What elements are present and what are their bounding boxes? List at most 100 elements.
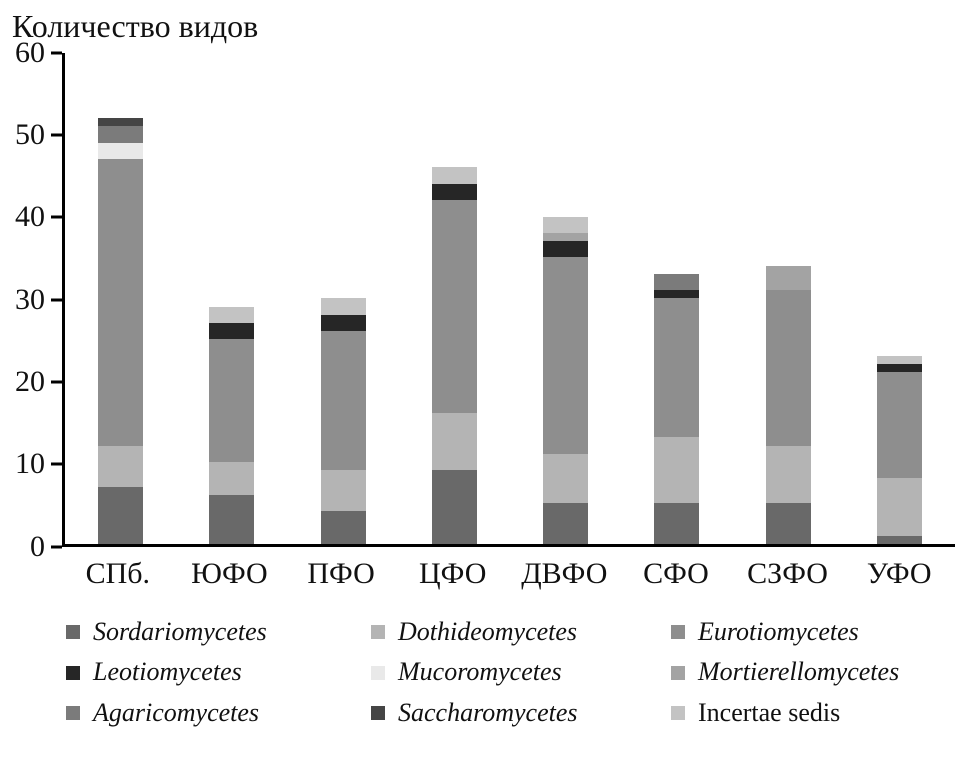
x-axis-label: УФО xyxy=(866,556,932,590)
legend-label: Sordariomycetes xyxy=(93,616,267,646)
bar-segment-eurotiomycetes xyxy=(209,339,255,462)
bar-segment-agaricomycetes xyxy=(654,273,700,291)
stacked-bar xyxy=(654,53,700,544)
bar-segment-mucoromycetes xyxy=(98,142,144,160)
bar-segment-sordariomycetes xyxy=(320,511,366,544)
legend-swatch-icon xyxy=(371,625,385,640)
bar-segment-incertae-sedis xyxy=(320,298,366,315)
bar-segment-sordariomycetes xyxy=(543,502,589,544)
bar-segment-incertae-sedis xyxy=(543,216,589,233)
stacked-bar xyxy=(431,53,477,544)
legend-label: Mortierellomycetes xyxy=(698,657,900,687)
y-axis: 0 10 20 30 40 50 60 xyxy=(4,37,62,561)
bar-segment-sordariomycetes xyxy=(654,502,700,544)
bar-segment-dothideomycetes xyxy=(543,453,589,503)
bar-segment-leotiomycetes xyxy=(209,322,255,340)
stacked-bar xyxy=(765,53,811,544)
y-tick-mark xyxy=(51,545,62,549)
legend-item: Dothideomycetes xyxy=(371,616,671,647)
y-tick-label: 60 xyxy=(15,35,45,69)
bar-segment-eurotiomycetes xyxy=(876,371,922,479)
bar-segment-eurotiomycetes xyxy=(320,331,366,471)
stacked-bar xyxy=(209,53,255,544)
legend-item: Sordariomycetes xyxy=(66,616,371,647)
legend-label: Mucoromycetes xyxy=(398,657,562,687)
legend-label: Leotiomycetes xyxy=(93,657,242,687)
bar-segment-dothideomycetes xyxy=(209,461,255,495)
legend-item: Agaricomycetes xyxy=(66,697,371,728)
legend-swatch-icon xyxy=(66,625,80,640)
legend-label: Eurotiomycetes xyxy=(698,616,859,646)
y-tick-label: 40 xyxy=(15,200,45,234)
y-tick-mark xyxy=(51,133,62,137)
legend-swatch-icon xyxy=(671,625,685,640)
bar-segment-dothideomycetes xyxy=(876,478,922,536)
bar-segment-sordariomycetes xyxy=(98,486,144,544)
bar-column xyxy=(510,53,621,544)
bar-segment-agaricomycetes xyxy=(98,126,144,143)
y-tick-mark xyxy=(51,51,62,55)
y-tick-label: 50 xyxy=(15,118,45,152)
bar-segment-sordariomycetes xyxy=(431,470,477,544)
chart-title: Количество видов xyxy=(12,8,259,44)
bar-segment-leotiomycetes xyxy=(876,363,922,372)
x-axis-label: ЦФО xyxy=(418,556,487,590)
legend-item: Mortierellomycetes xyxy=(671,658,955,687)
y-tick-mark xyxy=(51,215,62,219)
legend-swatch-icon xyxy=(66,706,80,721)
y-tick-label: 20 xyxy=(15,365,45,399)
legend-item: Incertae sedis xyxy=(671,698,955,728)
bar-segment-leotiomycetes xyxy=(654,290,700,299)
bar-segment-dothideomycetes xyxy=(98,445,144,487)
bar-column xyxy=(288,53,399,544)
legend-item: Mucoromycetes xyxy=(371,658,671,687)
bar-segment-sordariomycetes xyxy=(209,494,255,544)
bar-segment-eurotiomycetes xyxy=(654,298,700,438)
plot-wrap: СПб. ЮФО ПФО ЦФО ДВФО СФО СЗФО УФО xyxy=(62,52,955,590)
bar-segment-eurotiomycetes xyxy=(98,159,144,446)
bar-column xyxy=(176,53,287,544)
x-axis-labels: СПб. ЮФО ПФО ЦФО ДВФО СФО СЗФО УФО xyxy=(62,557,955,590)
legend-item: Eurotiomycetes xyxy=(671,616,955,647)
bar-column xyxy=(65,53,176,544)
bar-segment-leotiomycetes xyxy=(543,241,589,258)
bar-column xyxy=(733,53,844,544)
legend-label: Saccharomycetes xyxy=(398,697,578,727)
legend-label: Agaricomycetes xyxy=(93,697,260,727)
stacked-bar xyxy=(320,53,366,544)
legend-swatch-icon xyxy=(371,665,385,680)
legend-item: Leotiomycetes xyxy=(66,658,371,687)
y-tick-mark xyxy=(51,298,62,302)
legend-swatch-icon xyxy=(671,665,685,680)
bar-segment-leotiomycetes xyxy=(431,183,477,201)
bar-segment-eurotiomycetes xyxy=(431,200,477,413)
y-tick-mark xyxy=(51,380,62,384)
bar-segment-dothideomycetes xyxy=(654,437,700,503)
bar-segment-incertae-sedis xyxy=(876,355,922,364)
x-axis-label: ПФО xyxy=(307,556,375,590)
bar-segment-eurotiomycetes xyxy=(765,290,811,446)
bar-column xyxy=(399,53,510,544)
bar-segment-eurotiomycetes xyxy=(543,257,589,454)
legend-swatch-icon xyxy=(671,706,685,721)
bar-segment-incertae-sedis xyxy=(209,306,255,323)
bar-segment-dothideomycetes xyxy=(431,412,477,471)
plot-area xyxy=(62,52,955,547)
legend-label: Dothideomycetes xyxy=(398,616,578,646)
bar-column xyxy=(844,53,955,544)
bar-segment-leotiomycetes xyxy=(320,314,366,332)
legend-item: Saccharomycetes xyxy=(371,697,671,728)
bar-segment-saccharomycetes xyxy=(98,118,144,127)
stacked-bar xyxy=(876,53,922,544)
bar-segment-sordariomycetes xyxy=(765,502,811,544)
x-axis-label: СЗФО xyxy=(747,556,828,590)
bar-segment-dothideomycetes xyxy=(320,470,366,512)
x-axis-label: СФО xyxy=(643,556,709,590)
y-tick-mark xyxy=(51,462,62,466)
bar-segment-dothideomycetes xyxy=(765,445,811,503)
bar-segment-sordariomycetes xyxy=(876,535,922,544)
legend: Sordariomycetes Dothideomycetes Eurotiomyc… xyxy=(66,616,955,728)
x-axis-label: ДВФО xyxy=(521,556,608,590)
legend-swatch-icon xyxy=(66,665,80,680)
bar-segment-mortierellomycetes xyxy=(765,265,811,291)
